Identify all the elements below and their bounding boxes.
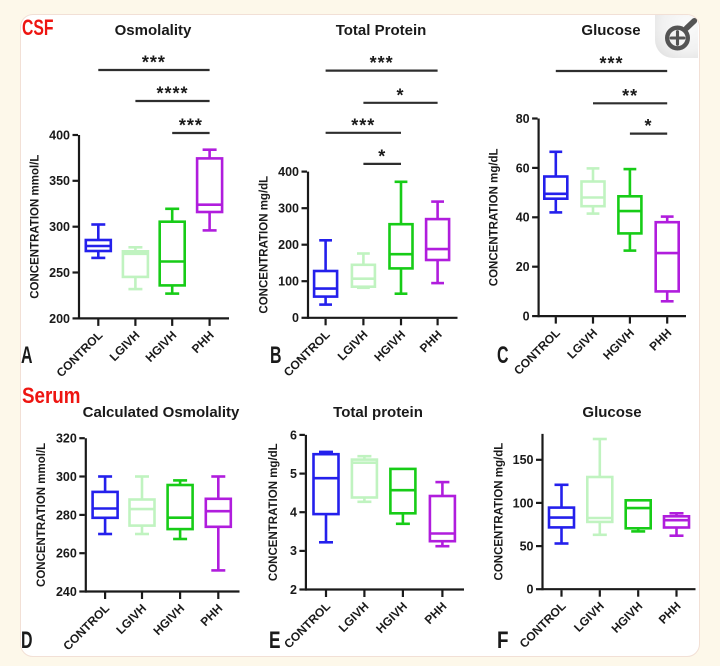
svg-text:300: 300 [49, 220, 70, 234]
svg-text:250: 250 [49, 266, 70, 280]
svg-text:LGIVH: LGIVH [564, 326, 600, 362]
svg-text:**: ** [622, 86, 638, 106]
svg-text:***: *** [370, 53, 394, 73]
svg-text:400: 400 [49, 128, 70, 142]
svg-text:Serum: Serum [22, 383, 81, 408]
svg-text:240: 240 [56, 585, 77, 599]
svg-text:100: 100 [513, 496, 534, 510]
svg-text:Calculated Osmolality: Calculated Osmolality [83, 404, 240, 421]
svg-text:E: E [269, 627, 281, 654]
svg-text:D: D [21, 627, 33, 654]
svg-text:6: 6 [290, 428, 297, 442]
svg-text:CONCENTRATION mg/dL: CONCENTRATION mg/dL [259, 176, 271, 314]
svg-text:0: 0 [527, 583, 534, 597]
svg-text:Glucose: Glucose [582, 404, 641, 421]
svg-text:5: 5 [290, 467, 297, 481]
svg-text:***: *** [142, 53, 166, 73]
svg-text:300: 300 [56, 470, 77, 484]
svg-text:60: 60 [516, 161, 530, 175]
svg-text:320: 320 [56, 432, 77, 446]
svg-text:Total Protein: Total Protein [336, 22, 427, 39]
svg-text:HGIVH: HGIVH [373, 599, 410, 636]
svg-text:LGIVH: LGIVH [571, 599, 607, 635]
svg-text:0: 0 [523, 310, 530, 324]
svg-text:***: *** [599, 54, 623, 74]
svg-text:CONCENTRATION mmol/L: CONCENTRATION mmol/L [36, 443, 48, 587]
svg-text:CONTROL: CONTROL [60, 601, 112, 653]
svg-text:200: 200 [278, 238, 299, 252]
svg-text:40: 40 [516, 211, 530, 225]
svg-text:HGIVH: HGIVH [371, 328, 408, 365]
svg-text:PHH: PHH [417, 328, 445, 356]
svg-text:80: 80 [516, 112, 530, 126]
svg-text:Glucose: Glucose [581, 22, 640, 39]
svg-text:HGIVH: HGIVH [609, 599, 646, 636]
svg-text:LGIVH: LGIVH [113, 601, 149, 637]
svg-text:PHH: PHH [198, 601, 226, 629]
svg-text:300: 300 [278, 202, 299, 216]
svg-text:CONTROL: CONTROL [517, 599, 569, 651]
svg-text:20: 20 [516, 260, 530, 274]
svg-text:***: *** [179, 116, 203, 136]
svg-text:PHH: PHH [189, 328, 217, 356]
svg-text:HGIVH: HGIVH [600, 326, 637, 363]
svg-text:CONTROL: CONTROL [281, 328, 333, 380]
svg-text:*: * [378, 146, 386, 166]
svg-text:CONTROL: CONTROL [511, 326, 563, 378]
svg-text:PHH: PHH [422, 599, 450, 627]
svg-text:100: 100 [278, 275, 299, 289]
svg-text:350: 350 [49, 174, 70, 188]
svg-text:CONCENTRATION mg/dL: CONCENTRATION mg/dL [268, 443, 280, 581]
svg-text:CONCENTRATION mmol/L: CONCENTRATION mmol/L [30, 155, 42, 299]
svg-text:Osmolality: Osmolality [115, 22, 192, 39]
svg-text:B: B [270, 342, 282, 369]
svg-text:CSF: CSF [22, 15, 54, 40]
svg-text:CONTROL: CONTROL [281, 599, 333, 651]
svg-text:CONTROL: CONTROL [54, 328, 106, 380]
svg-text:***: *** [351, 115, 375, 135]
svg-text:HGIVH: HGIVH [150, 601, 187, 638]
svg-text:280: 280 [56, 508, 77, 522]
svg-text:*: * [644, 116, 652, 136]
svg-text:HGIVH: HGIVH [143, 328, 180, 365]
svg-text:50: 50 [520, 540, 534, 554]
svg-text:A: A [21, 342, 33, 369]
svg-text:PHH: PHH [656, 599, 684, 627]
svg-text:*: * [396, 85, 404, 105]
svg-text:LGIVH: LGIVH [335, 328, 371, 364]
svg-text:2: 2 [290, 583, 297, 597]
svg-text:CONCENTRATION mg/dL: CONCENTRATION mg/dL [489, 148, 501, 286]
svg-text:LGIVH: LGIVH [336, 599, 372, 635]
svg-text:200: 200 [49, 312, 70, 326]
svg-text:C: C [497, 342, 509, 369]
svg-text:4: 4 [290, 506, 297, 520]
svg-text:150: 150 [513, 453, 534, 467]
svg-text:F: F [497, 627, 509, 654]
svg-text:260: 260 [56, 547, 77, 561]
svg-text:3: 3 [290, 544, 297, 558]
svg-text:PHH: PHH [647, 326, 675, 354]
svg-text:CONCENTRATION mg/dL: CONCENTRATION mg/dL [494, 443, 506, 581]
svg-text:Total protein: Total protein [333, 404, 423, 421]
svg-text:****: **** [156, 84, 188, 104]
svg-text:LGIVH: LGIVH [107, 328, 143, 364]
svg-text:0: 0 [292, 311, 299, 325]
svg-text:400: 400 [278, 165, 299, 179]
